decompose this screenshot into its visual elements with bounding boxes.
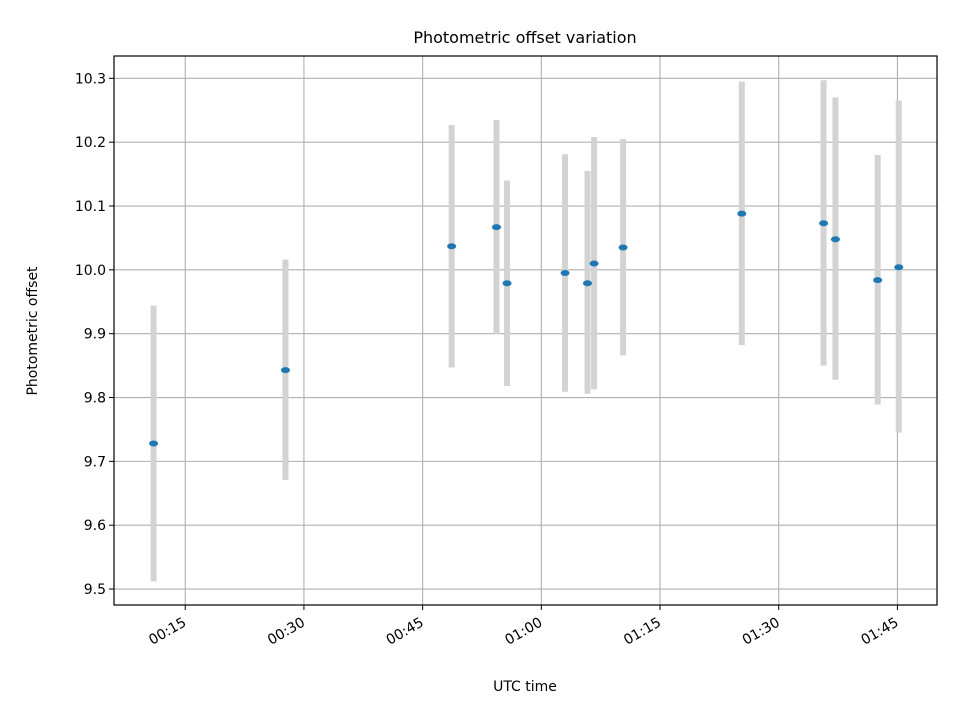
data-point: [618, 244, 628, 251]
y-tick-label: 10.3: [75, 71, 106, 87]
y-tick-label: 9.9: [84, 327, 106, 343]
y-tick-label: 9.5: [84, 582, 106, 598]
y-tick-label: 10.1: [75, 199, 106, 215]
data-point: [589, 260, 599, 267]
y-tick-label: 9.7: [84, 454, 106, 470]
data-point: [819, 220, 829, 227]
data-point: [873, 277, 883, 284]
y-tick-label: 9.8: [84, 391, 106, 407]
data-point: [894, 264, 904, 271]
data-point: [491, 224, 501, 231]
data-point: [280, 367, 290, 374]
data-point: [582, 280, 592, 287]
y-tick-label: 10.0: [75, 263, 106, 279]
y-axis-label: Photometric offset: [25, 266, 41, 396]
y-tick-label: 9.6: [84, 518, 106, 534]
data-point: [149, 440, 159, 447]
x-axis-label: UTC time: [493, 679, 557, 695]
data-point: [502, 280, 512, 287]
data-point: [560, 270, 570, 277]
data-point: [447, 243, 457, 250]
data-point: [737, 210, 747, 217]
data-point: [830, 236, 840, 243]
axes-frame: [113, 55, 938, 606]
chart-title: Photometric offset variation: [413, 28, 636, 47]
y-tick-label: 10.2: [75, 135, 106, 151]
